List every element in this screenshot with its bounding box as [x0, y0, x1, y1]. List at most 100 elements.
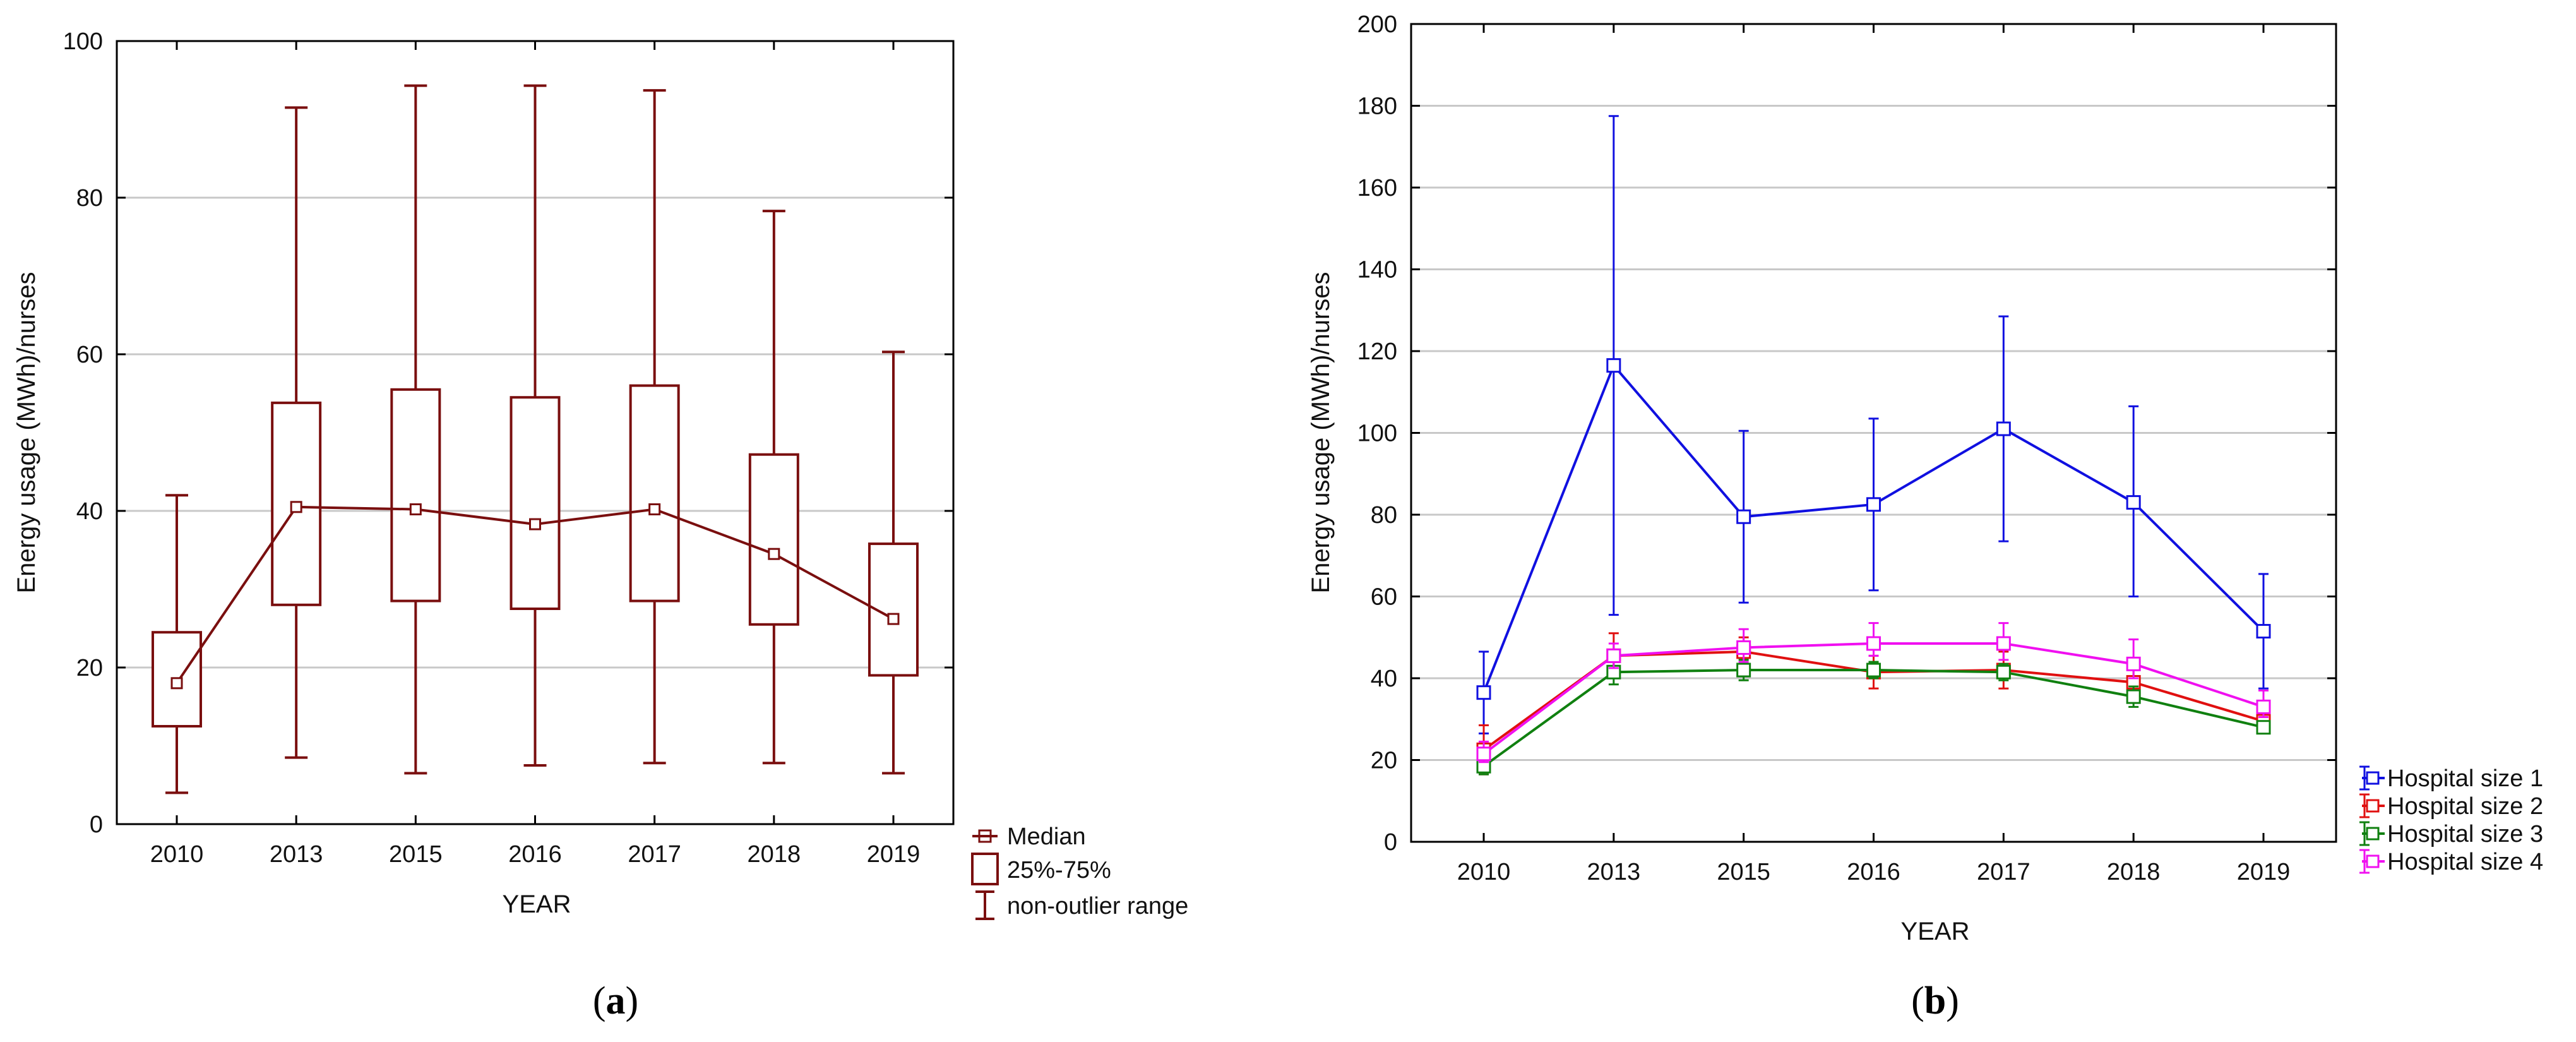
series-hospital-size-1 — [1476, 115, 2271, 734]
median-marker — [290, 501, 302, 513]
panel-b-x-axis-title: YEAR — [1901, 918, 1970, 945]
y-tick-label: 200 — [1357, 11, 1397, 38]
y-tick-label: 120 — [1357, 338, 1397, 365]
data-point — [1476, 685, 1491, 700]
x-tick-label: 2018 — [748, 841, 801, 868]
x-tick-label: 2010 — [150, 841, 204, 868]
panel-a-caption: (a) — [593, 979, 638, 1022]
median-marker — [170, 677, 183, 690]
median-marker — [529, 518, 541, 530]
legend-label: Hospital size 1 — [2387, 765, 2543, 792]
panel-b-y-axis-title: Energy usage (MWh)/nurses — [1307, 272, 1335, 593]
legend-box-label: 25%-75% — [1007, 857, 1111, 883]
data-point — [1736, 640, 1751, 655]
panel-a-x-axis-title: YEAR — [503, 890, 571, 918]
data-point — [1736, 662, 1751, 678]
legend-item-hospital-size-1: Hospital size 1 — [2359, 765, 2543, 792]
data-point — [1996, 664, 2011, 680]
y-tick-label: 0 — [1384, 829, 1397, 856]
legend-median-icon — [972, 829, 998, 843]
x-tick-label: 2016 — [508, 841, 562, 868]
iqr-box — [510, 396, 561, 610]
y-tick-label: 20 — [1371, 748, 1397, 774]
data-point — [1866, 636, 1881, 651]
panel-a-boxes — [152, 84, 919, 794]
x-tick-label: 2013 — [270, 841, 323, 868]
x-tick-label: 2017 — [628, 841, 681, 868]
y-tick-label: 60 — [76, 342, 103, 368]
median-marker — [409, 503, 422, 516]
y-tick-label: 20 — [76, 655, 103, 681]
x-tick-label: 2010 — [1457, 859, 1511, 885]
x-tick-label: 2017 — [1977, 859, 2030, 885]
data-point — [1736, 509, 1751, 524]
data-point — [1476, 746, 1491, 762]
series-hospital-size-4 — [1476, 622, 2271, 764]
iqr-box — [748, 453, 799, 626]
panel-b-x-axis: 2010 2013 2015 2016 2017 2018 2019 — [1457, 24, 2291, 885]
data-point — [1866, 662, 1881, 678]
data-point — [1996, 636, 2011, 651]
x-tick-label: 2016 — [1847, 859, 1900, 885]
y-tick-label: 40 — [76, 498, 103, 525]
legend-label: Hospital size 4 — [2387, 849, 2543, 875]
iqr-box — [629, 384, 680, 602]
legend-item-hospital-size-4: Hospital size 4 — [2359, 849, 2543, 875]
y-tick-label: 0 — [90, 811, 103, 838]
panel-a-y-axis: 0 20 40 60 80 100 — [63, 28, 953, 838]
y-tick-label: 80 — [1371, 502, 1397, 529]
legend-item-hospital-size-2: Hospital size 2 — [2359, 793, 2543, 820]
y-tick-label: 140 — [1357, 257, 1397, 284]
y-tick-label: 180 — [1357, 93, 1397, 120]
median-marker — [768, 548, 780, 560]
panel-b-line-chart: 0 20 40 60 80 100 120 140 160 180 200 2010 2013 2015… — [1307, 11, 2543, 1022]
panel-b-series — [1476, 115, 2271, 776]
panel-a-median-series — [170, 501, 900, 690]
y-tick-label: 160 — [1357, 175, 1397, 201]
y-tick-label: 60 — [1371, 584, 1397, 611]
legend-median-label: Median — [1007, 823, 1086, 850]
median-marker — [887, 613, 900, 625]
legend-box-icon — [971, 853, 999, 885]
y-tick-label: 100 — [1357, 421, 1397, 447]
panel-b-y-axis: 0 20 40 60 80 100 120 140 160 180 200 — [1357, 11, 2336, 856]
data-point — [2126, 689, 2141, 704]
y-tick-label: 80 — [76, 185, 103, 212]
x-tick-label: 2018 — [2107, 859, 2161, 885]
legend-marker-icon — [2366, 771, 2380, 785]
panel-a-legend: Median 25%-75% non-outlier range — [971, 823, 1188, 920]
legend-whisker-label: non-outlier range — [1007, 893, 1188, 919]
x-tick-label: 2013 — [1587, 859, 1641, 885]
legend-marker-icon — [2366, 799, 2380, 813]
data-point — [2256, 699, 2271, 714]
data-point — [1606, 648, 1621, 663]
x-tick-label: 2015 — [1717, 859, 1770, 885]
data-point — [2256, 624, 2271, 639]
legend-item-hospital-size-3: Hospital size 3 — [2359, 821, 2543, 847]
iqr-box — [390, 388, 441, 602]
x-tick-label: 2015 — [389, 841, 443, 868]
legend-marker-icon — [2366, 827, 2380, 841]
panel-b-caption: (b) — [1911, 979, 1959, 1022]
legend-label: Hospital size 2 — [2387, 793, 2543, 820]
data-point — [1996, 421, 2011, 436]
series-hospital-size-3 — [1476, 659, 2271, 776]
y-tick-label: 40 — [1371, 666, 1397, 692]
y-tick-label: 100 — [63, 28, 103, 55]
data-point — [1606, 358, 1621, 373]
x-tick-label: 2019 — [867, 841, 921, 868]
data-point — [2126, 495, 2141, 510]
panel-a-x-axis: 2010 2013 2015 2016 2017 2018 2019 — [150, 41, 921, 868]
legend-whisker-icon — [975, 890, 994, 920]
legend-marker-icon — [2366, 854, 2380, 868]
x-tick-label: 2019 — [2237, 859, 2291, 885]
median-marker — [648, 503, 661, 516]
data-point — [2256, 720, 2271, 735]
data-point — [2126, 656, 2141, 671]
panel-a-y-axis-title: Energy usage (MWh)/nurses — [13, 272, 40, 593]
data-point — [1866, 497, 1881, 512]
legend-label: Hospital size 3 — [2387, 821, 2543, 847]
